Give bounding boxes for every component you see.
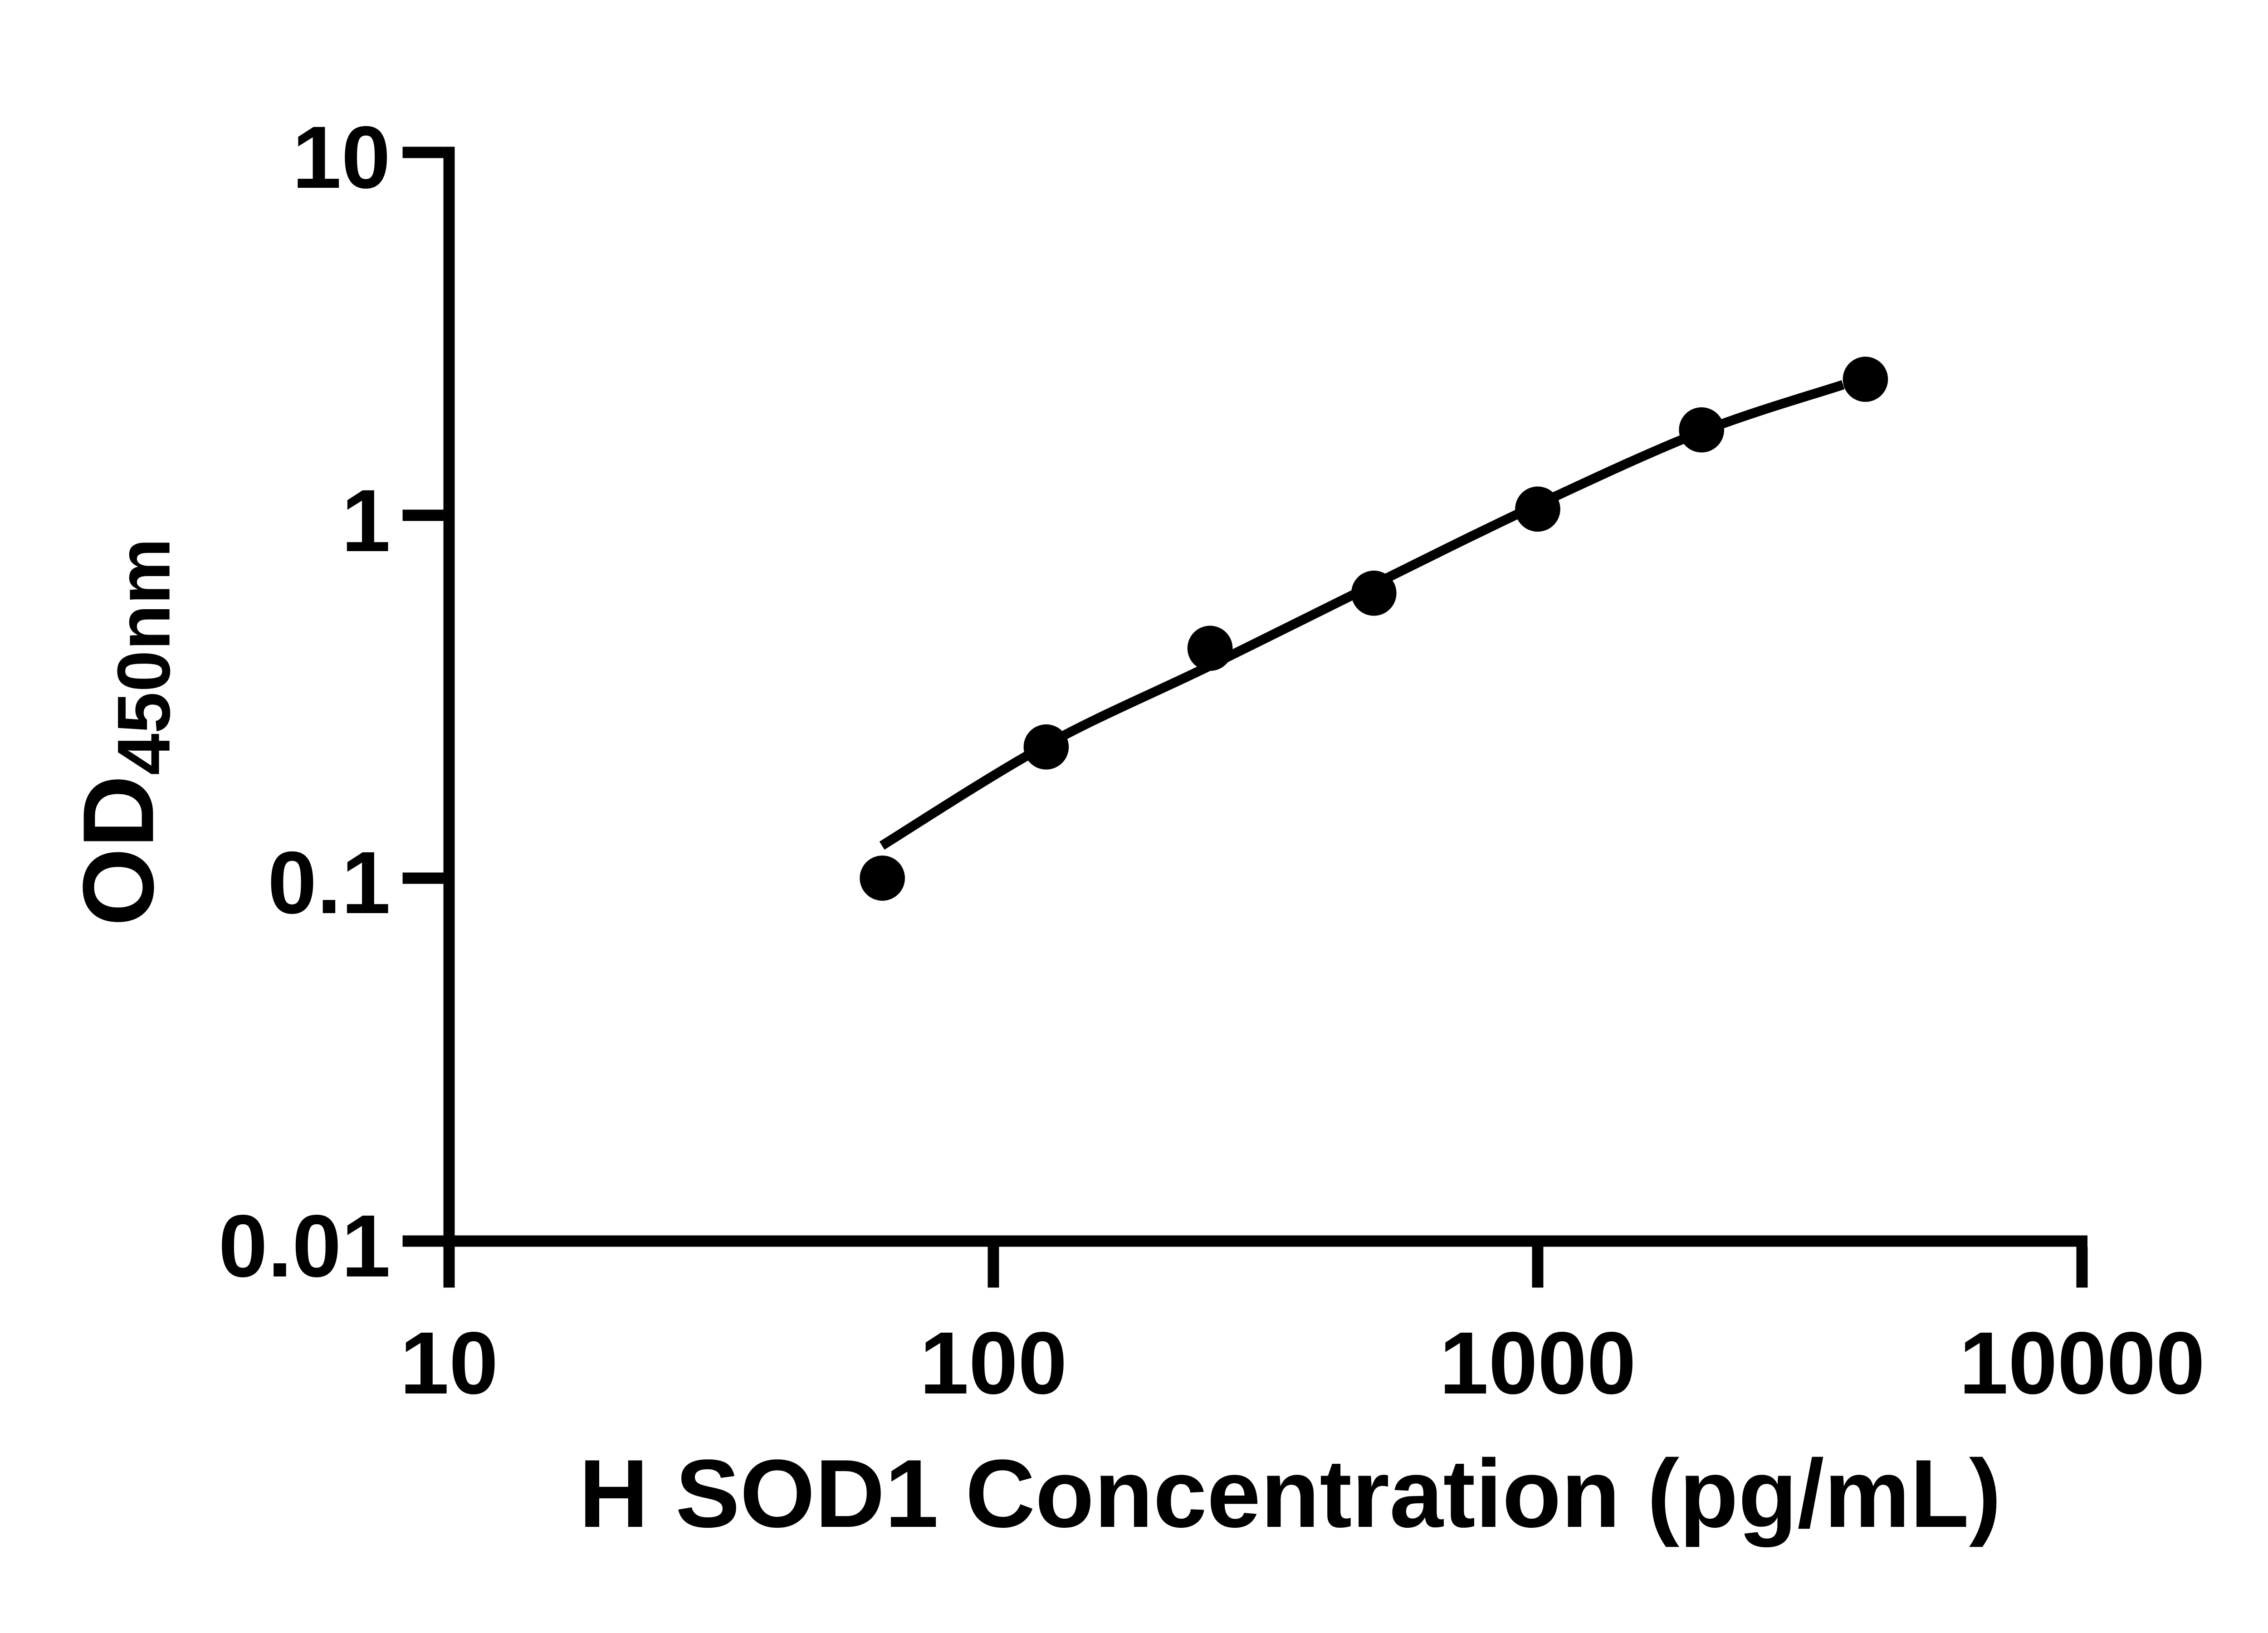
data-point bbox=[1023, 724, 1069, 770]
x-tick-label: 1000 bbox=[1439, 1313, 1636, 1413]
fit-curve-line bbox=[879, 380, 1845, 850]
axis-ticks bbox=[402, 147, 2088, 1288]
axes bbox=[443, 147, 2087, 1247]
y-axis-title-sub: 450nm bbox=[101, 538, 186, 775]
y-tick-label: 0.1 bbox=[267, 833, 391, 933]
data-point bbox=[860, 856, 905, 901]
data-points bbox=[860, 357, 1888, 901]
x-axis-title: H SOD1 Concentration (pg/mL) bbox=[579, 1447, 2001, 1543]
y-tick-label: 10 bbox=[292, 108, 391, 207]
y-tick-label: 0.01 bbox=[218, 1196, 391, 1296]
y-axis-title-main: OD bbox=[62, 775, 175, 926]
data-point bbox=[1843, 357, 1888, 402]
x-tick-label: 10 bbox=[400, 1313, 499, 1413]
y-tick-label: 1 bbox=[341, 470, 391, 570]
x-tick-label: 10000 bbox=[1959, 1313, 2205, 1413]
data-point bbox=[1351, 570, 1397, 616]
x-tick-label: 100 bbox=[919, 1313, 1067, 1413]
x-axis-title-text: H SOD1 Concentration (pg/mL) bbox=[579, 1441, 2001, 1549]
data-point bbox=[1679, 407, 1724, 453]
y-axis-title: OD450nm bbox=[62, 538, 186, 926]
data-point bbox=[1187, 626, 1233, 671]
data-point bbox=[1515, 486, 1560, 532]
